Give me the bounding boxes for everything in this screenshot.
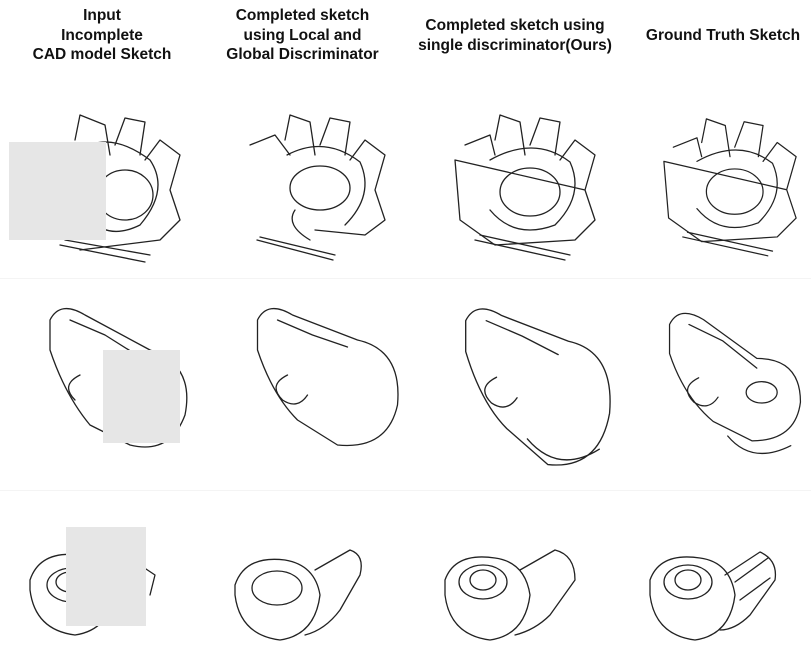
- column-header-input: Input Incomplete CAD model Sketch: [22, 6, 182, 65]
- sketch-groundtruth-row3: [640, 540, 810, 655]
- occlusion-mask: [9, 142, 106, 240]
- sketch-groundtruth-row2: [655, 295, 811, 480]
- sketch-groundtruth-row1: [645, 100, 811, 270]
- sketch-localglobal-row3: [225, 540, 395, 655]
- column-header-ground-truth: Ground Truth Sketch: [638, 26, 808, 46]
- header-line: using Local and: [243, 26, 362, 44]
- header-line: single discriminator(Ours): [418, 36, 612, 54]
- sketch-ours-row1: [435, 100, 615, 270]
- header-line: Completed sketch: [235, 7, 370, 24]
- header-line: Completed sketch using: [425, 17, 605, 34]
- header-line: Incomplete: [61, 26, 143, 44]
- header-line: Ground Truth Sketch: [645, 27, 801, 44]
- sketch-input-row2: [30, 295, 200, 465]
- sketch-ours-row2: [445, 295, 620, 480]
- column-header-local-global: Completed sketch using Local and Global …: [210, 6, 395, 65]
- occlusion-mask: [103, 350, 180, 443]
- occlusion-mask: [66, 527, 146, 626]
- header-line: CAD model Sketch: [32, 46, 172, 63]
- sketch-localglobal-row1: [225, 100, 405, 270]
- sketch-input-row1: [9, 100, 200, 270]
- row-divider: [0, 278, 811, 279]
- sketch-input-row3: [20, 527, 190, 655]
- column-header-ours: Completed sketch using single discrimina…: [410, 16, 620, 55]
- header-line: Input: [83, 7, 121, 24]
- sketch-localglobal-row2: [235, 295, 410, 465]
- row-divider: [0, 490, 811, 491]
- sketch-ours-row3: [435, 540, 605, 655]
- header-line: Global Discriminator: [226, 46, 379, 63]
